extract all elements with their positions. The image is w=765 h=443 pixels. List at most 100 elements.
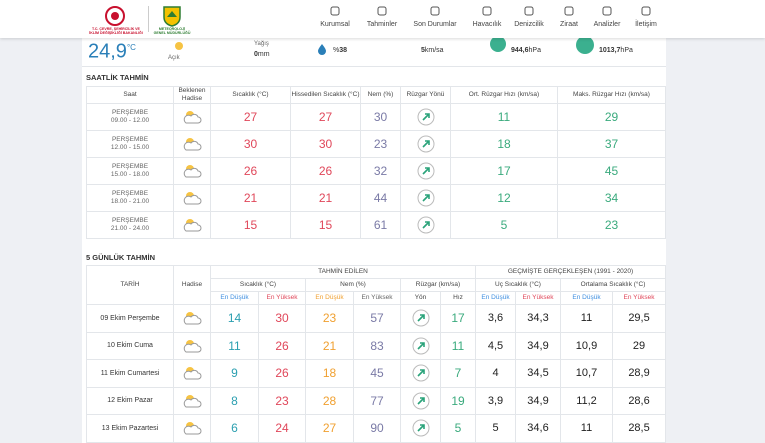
direction-cell [400,130,451,158]
mgm-line: METEOROLOJİ [158,27,186,31]
value-cell: 10,9 [560,331,613,360]
value-cell: 26 [210,157,291,185]
value-cell: 32 [360,157,401,185]
weather-icon [183,367,202,380]
nav-item[interactable]: Tahminler [354,6,410,28]
subheader-cell: En Düşük [475,291,516,305]
direction-cell [400,157,451,185]
section-title: 5 GÜNLÜK TAHMİN [86,253,156,262]
time-range: 12.00 - 15.00 [110,144,150,151]
icon-cell [173,414,211,443]
header-cell: Uç Sıcaklık (°C) [475,278,561,292]
icon-cell [173,184,211,212]
nav-icon [377,6,387,16]
value-cell: 4,5 [475,331,516,360]
subheader-cell: En Düşük [560,291,613,305]
direction-cell [400,359,441,388]
value-cell: 27 [290,103,361,131]
sea-pressure-unit: hPa [620,47,633,54]
group-cell: TAHMİN EDİLEN [210,265,476,279]
nav-item[interactable]: Denizcilik [501,6,557,28]
time-range: 09.00 - 12.00 [110,117,150,124]
nav-item[interactable]: Son Durumlar [407,6,463,28]
time-range: 21.00 - 24.00 [110,225,150,232]
subheader-cell: En Yüksek [353,291,401,305]
value-cell: 15 [210,211,291,239]
nav-label: İletişim [635,21,657,28]
time-cell: PERŞEMBE 09.00 - 12.00 [86,103,174,131]
icon-cell [173,103,211,131]
wind-arrow [412,364,429,382]
weather-icon [183,218,202,232]
value-cell: 30 [210,130,291,158]
value-cell: 10,7 [560,359,613,388]
group-row: TARİH Hadise TAHMİN EDİLEN GEÇMİŞTE GERÇEKL… [86,265,667,305]
value-cell: 21 [305,331,354,360]
section-title: SAATLİK TAHMİN [86,73,149,82]
nav-item[interactable]: Ziraat [541,6,597,28]
direction-cell [400,386,441,415]
wind: 5km/sa [421,47,444,54]
value-cell: 26 [290,157,361,185]
time-cell: PERŞEMBE 12.00 - 15.00 [86,130,174,158]
daily-table: TARİH Hadise TAHMİN EDİLEN GEÇMİŞTE GERÇEKL… [86,265,667,443]
wind-arrow [417,189,434,207]
drop-icon [318,44,326,55]
time-range: 15.00 - 18.00 [110,171,150,178]
daily-row: 11 Ekim Cumartesi 9 26 18 45 7 4 34,5 10,7 28,9 [86,359,667,388]
day: PERŞEMBE [111,163,149,170]
nav-label: Havacılık [472,21,502,28]
humidity-prefix: % [333,47,340,54]
value-cell: 29 [611,331,667,360]
header-row: Sıcaklık (°C) Nem (%) Rüzgar (km/sa) Uç Sıc… [87,278,667,292]
value-cell: 77 [353,386,401,415]
sea-pressure-value: 1013,7 [599,47,621,54]
value-cell: 26 [258,359,306,388]
header-cell: Nem (%) [305,278,401,292]
value-cell: 23 [258,386,306,415]
date-cell: 10 Ekim Cuma [86,331,174,360]
value-cell: 5 [440,414,476,443]
date-cell: 11 Ekim Cumartesi [86,359,174,388]
daily-row: 10 Ekim Cuma 11 26 21 83 11 4,5 34,9 10,9 29 [86,331,667,360]
nav-item[interactable]: Kurumsal [307,6,363,28]
nav-icon [330,6,340,16]
nav-item[interactable]: Analizler [579,6,635,28]
subheader-cell: En Yüksek [611,291,667,305]
value-cell: 11 [450,103,558,131]
day: PERŞEMBE [111,190,149,197]
daily-row: 13 Ekim Pazartesi 6 24 27 90 5 5 34,6 11 28,5 [86,414,667,443]
value-cell: 11 [440,331,476,360]
nav-item[interactable]: Havacılık [459,6,515,28]
icon-cell [173,211,211,239]
subheader-row: En Düşük En Yüksek En Düşük En Yüksek Yön Hız… [87,291,667,305]
pressure-unit: hPa [528,47,541,54]
value-cell: 18 [305,359,354,388]
hourly-row: PERŞEMBE 09.00 - 12.00 27 27 30 11 29 [86,103,666,131]
date-cell: 13 Ekim Pazartesi [86,414,174,443]
value-cell: 28,6 [611,386,667,415]
value-cell: 34,9 [515,331,561,360]
value-cell: 61 [360,211,401,239]
nav-icon [602,6,612,16]
time-range: 18.00 - 21.00 [110,198,150,205]
nav-item[interactable]: İletişim [618,6,674,28]
header-cell: Rüzgar (km/sa) [400,278,476,292]
value-cell: 6 [210,414,259,443]
nav-label: Tahminler [366,21,398,28]
divider [148,6,149,32]
header-cell: TARİH [86,265,174,305]
direction-cell [400,304,441,333]
value-cell: 27 [305,414,354,443]
mgm-line: GENEL MÜDÜRLÜĞÜ [153,31,191,35]
weather-icon [183,339,202,353]
time-cell: PERŞEMBE 15.00 - 18.00 [86,157,174,185]
subheader-cell: En Düşük [305,291,354,305]
hourly-row: PERŞEMBE 12.00 - 15.00 30 30 23 18 37 [86,130,666,158]
subheader-cell: En Yüksek [515,291,561,305]
hourly-row: PERŞEMBE 18.00 - 21.00 21 21 44 12 34 [86,184,666,212]
date-cell: 12 Ekim Pazar [86,386,174,415]
value-cell: 8 [210,386,259,415]
value-cell: 7 [440,359,476,388]
current-temp: 24,9°C [88,38,136,62]
